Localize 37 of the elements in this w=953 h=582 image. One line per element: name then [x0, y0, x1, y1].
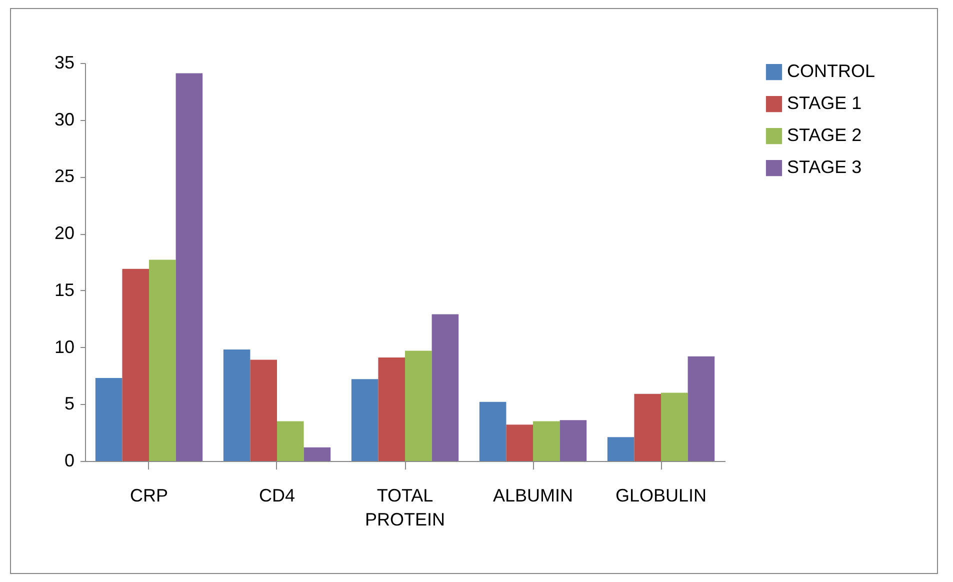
bar [250, 360, 277, 461]
legend-label: STAGE 1 [787, 93, 862, 113]
legend-label: CONTROL [787, 61, 876, 81]
legend-label: STAGE 3 [787, 157, 862, 177]
bar [95, 378, 122, 461]
y-tick-label: 0 [64, 450, 74, 470]
bar [432, 314, 459, 461]
y-tick-label: 10 [54, 336, 74, 357]
x-tick-label: CD4 [258, 486, 296, 506]
x-tick-label: GLOBULIN [615, 486, 707, 506]
bar [122, 268, 149, 461]
bar [688, 356, 715, 461]
bar [378, 358, 405, 461]
y-tick-label: 5 [64, 394, 74, 414]
bar [277, 421, 304, 461]
y-tick-label: 30 [54, 109, 74, 130]
bar [506, 424, 533, 461]
bar [661, 392, 688, 461]
bar [176, 73, 203, 461]
x-tick-label: TOTAL PROTEIN [364, 486, 446, 530]
x-tick-label: CRP [130, 486, 168, 506]
bar [634, 394, 661, 461]
y-tick-label: 35 [54, 52, 74, 72]
bar [351, 379, 378, 461]
bar [479, 402, 506, 461]
legend-label: STAGE 2 [787, 125, 862, 145]
bar [149, 260, 176, 461]
bar [607, 437, 634, 461]
x-tick-label: ALBUMIN [492, 486, 574, 506]
y-tick-label: 15 [54, 280, 74, 300]
y-tick-label: 25 [54, 166, 74, 186]
bar [405, 350, 432, 461]
bar [223, 350, 250, 461]
bar [560, 420, 587, 461]
y-tick-label: 20 [54, 223, 74, 244]
bar [304, 447, 331, 461]
bar [533, 421, 560, 461]
